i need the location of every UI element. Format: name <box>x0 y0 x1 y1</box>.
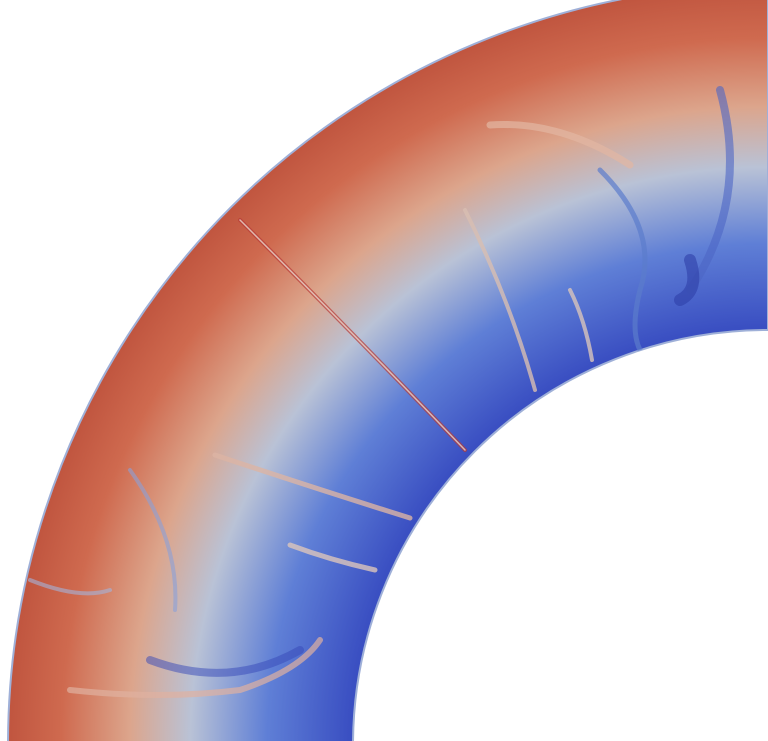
plume <box>28 578 112 596</box>
plume <box>486 121 634 169</box>
plume <box>287 542 378 573</box>
plume <box>568 288 594 362</box>
plume <box>239 219 466 451</box>
plume <box>597 167 648 353</box>
plumes <box>28 86 734 698</box>
plume <box>674 254 700 306</box>
plume <box>67 637 323 698</box>
plume <box>212 452 413 521</box>
plume <box>463 208 537 392</box>
plume <box>128 468 178 612</box>
plume <box>146 646 304 677</box>
plume <box>686 86 734 294</box>
